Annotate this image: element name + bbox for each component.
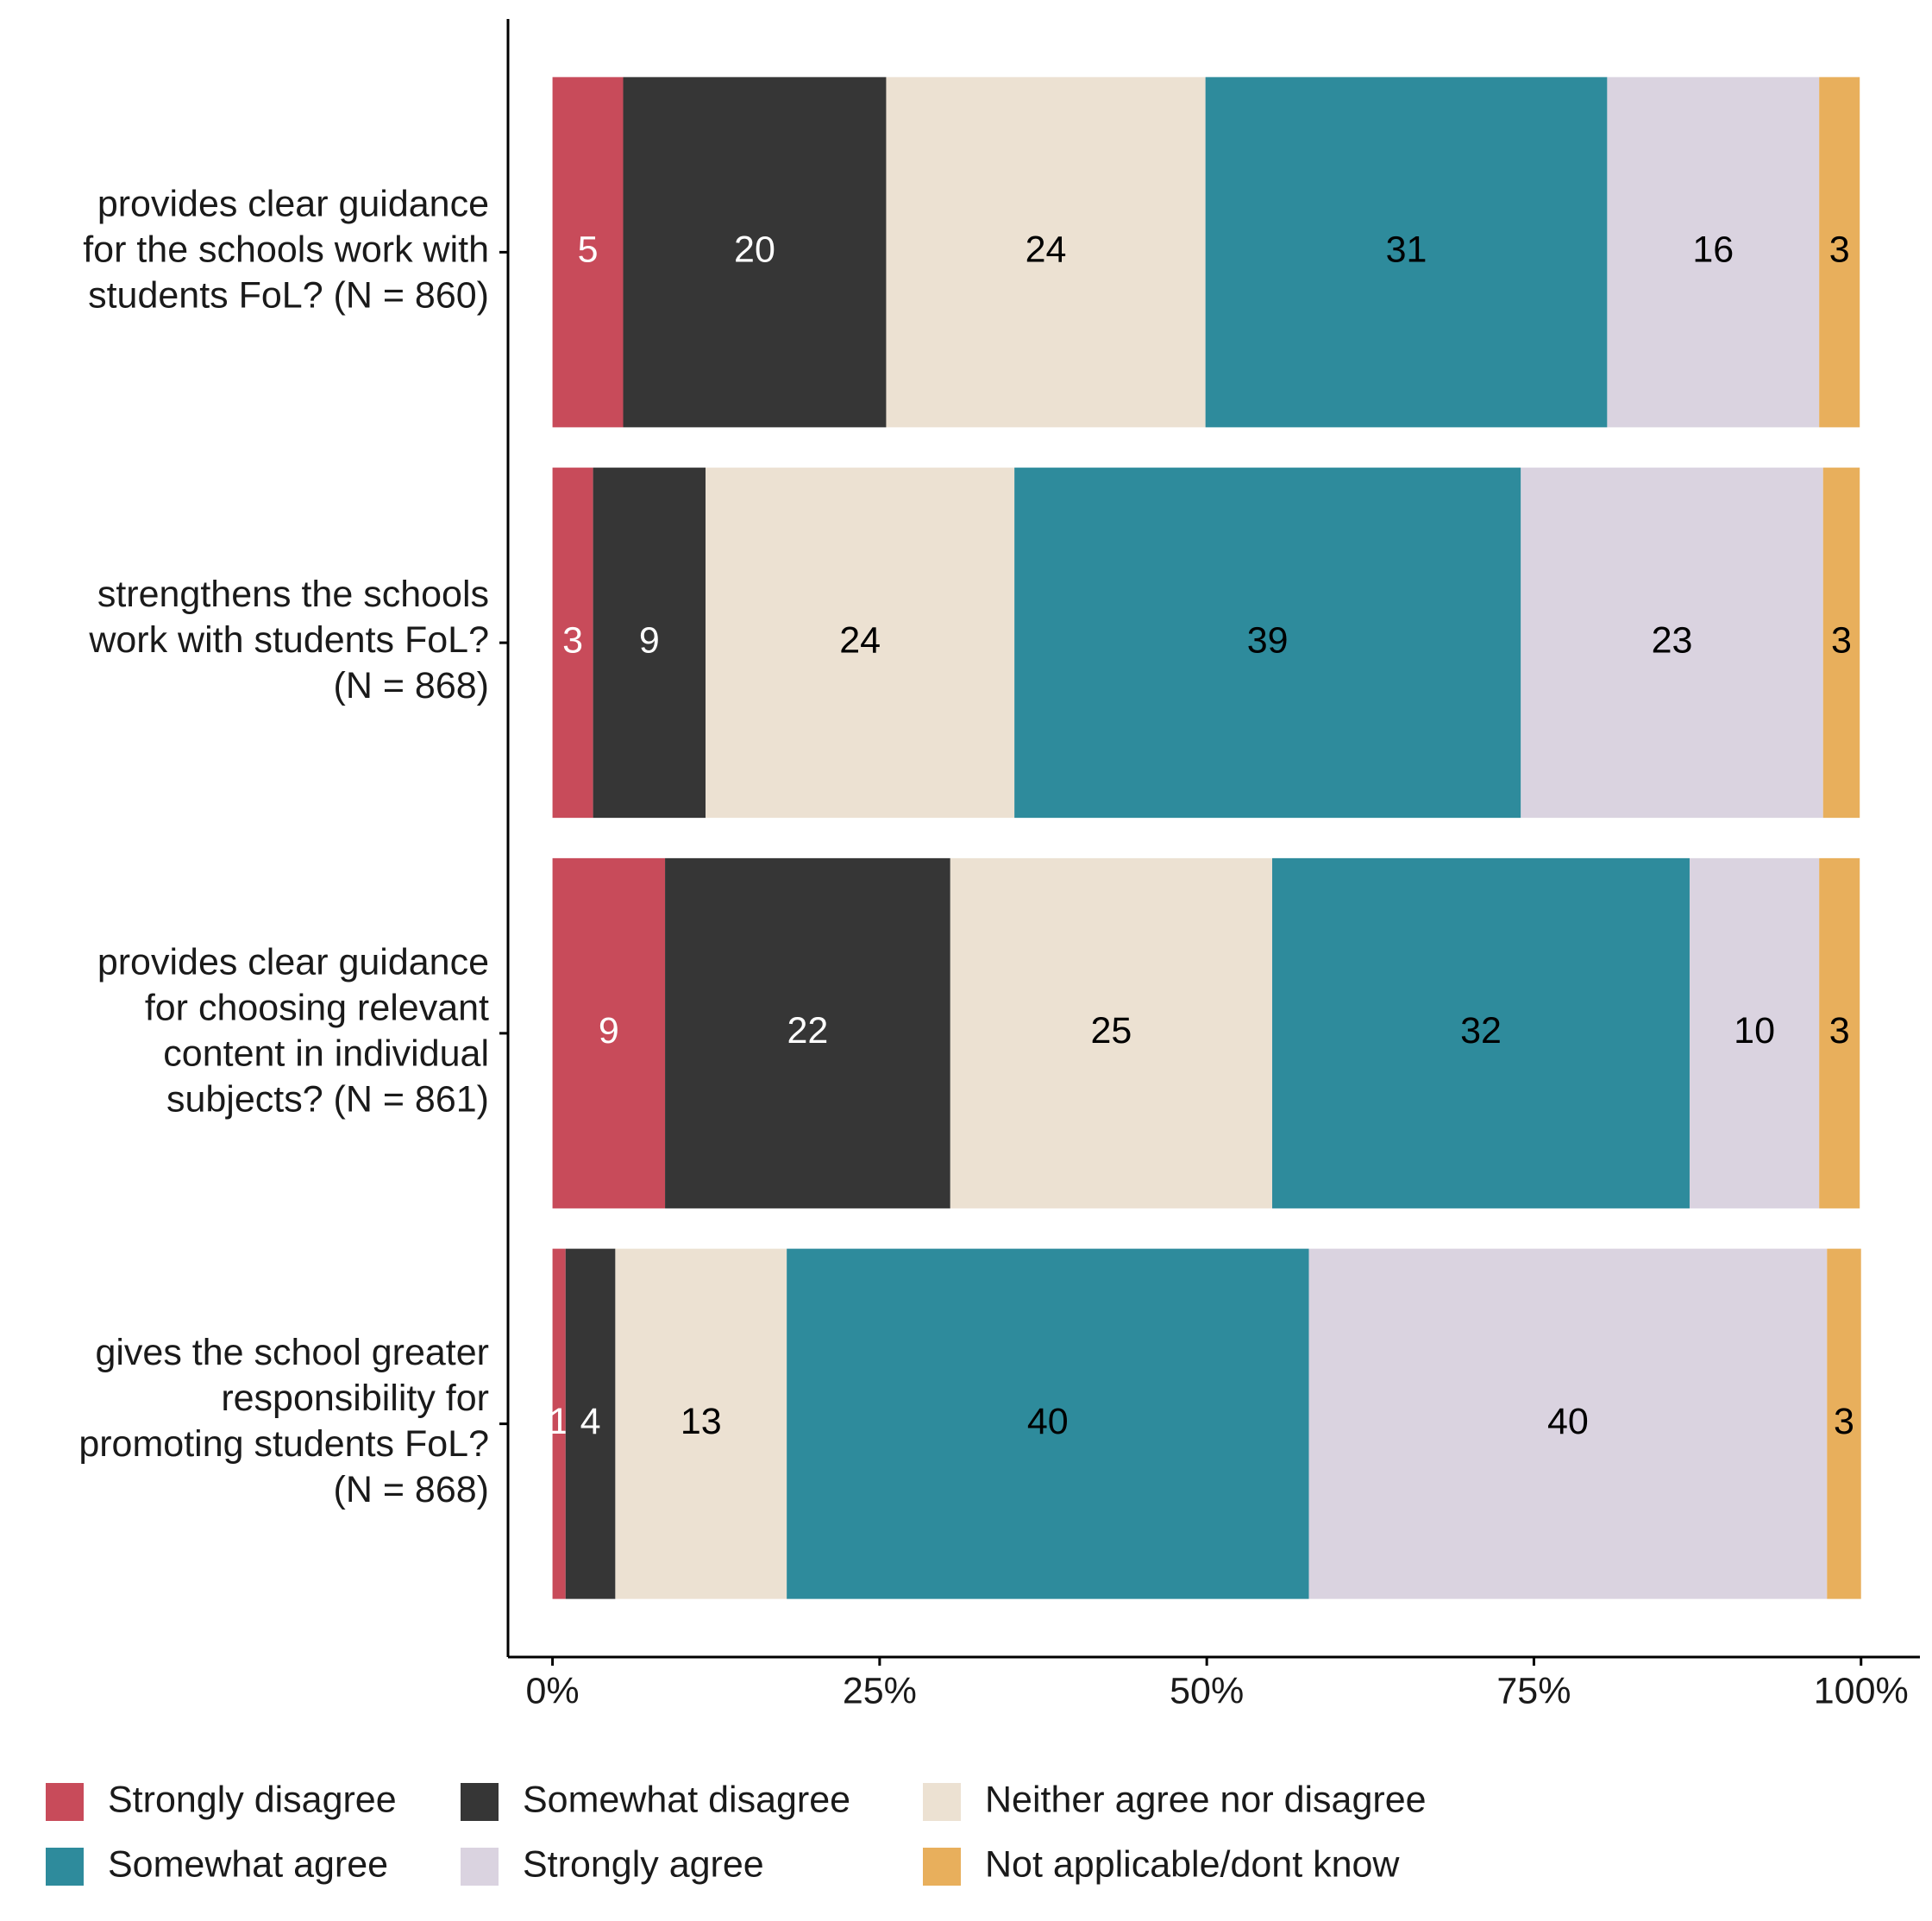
bar-segment bbox=[1827, 1248, 1861, 1599]
bar-segment bbox=[1822, 468, 1860, 819]
value-label: 16 bbox=[1692, 229, 1734, 271]
value-label: 10 bbox=[1734, 1010, 1775, 1052]
bar-segment bbox=[886, 77, 1206, 428]
bar-segment bbox=[787, 1248, 1309, 1599]
x-tick-label: 100% bbox=[1814, 1670, 1909, 1711]
value-label: 23 bbox=[1652, 619, 1693, 661]
bar-segment bbox=[950, 857, 1273, 1208]
legend-swatch bbox=[46, 1783, 84, 1821]
bar-segment bbox=[615, 1248, 787, 1599]
legend-label: Neither agree nor disagree bbox=[985, 1779, 1427, 1820]
value-label: 13 bbox=[681, 1401, 722, 1442]
bar-segment bbox=[552, 1248, 566, 1599]
y-tick-label: provides clear guidance for choosing rele… bbox=[97, 942, 489, 1121]
bar-segment bbox=[1308, 1248, 1828, 1599]
bar-segment bbox=[565, 1248, 616, 1599]
value-label: 4 bbox=[580, 1401, 601, 1442]
bar-segment bbox=[1819, 77, 1860, 428]
value-label: 25 bbox=[1090, 1010, 1132, 1052]
value-label: 3 bbox=[1829, 1010, 1850, 1052]
value-label: 24 bbox=[839, 619, 881, 661]
legend-swatch bbox=[461, 1783, 499, 1821]
value-label: 40 bbox=[1027, 1401, 1069, 1442]
x-tick-label: 25% bbox=[843, 1670, 917, 1711]
legend-swatch bbox=[461, 1848, 499, 1886]
value-label: 3 bbox=[562, 619, 583, 661]
bar-segment bbox=[623, 77, 887, 428]
bar-segment bbox=[1819, 857, 1860, 1208]
legend-label: Not applicable/dont know bbox=[985, 1843, 1400, 1885]
value-label: 32 bbox=[1460, 1010, 1502, 1052]
y-tick-label: strengthens the schools work with student… bbox=[88, 574, 489, 706]
legend-swatch bbox=[923, 1783, 961, 1821]
bar-segment bbox=[1521, 468, 1823, 819]
legend-swatch bbox=[46, 1848, 84, 1886]
x-tick-label: 0% bbox=[526, 1670, 580, 1711]
value-label: 3 bbox=[1834, 1401, 1854, 1442]
legend-label: Strongly disagree bbox=[108, 1779, 397, 1820]
bar-segment bbox=[1607, 77, 1820, 428]
value-label: 31 bbox=[1386, 229, 1427, 271]
bar-segment bbox=[552, 857, 666, 1208]
legend-label: Somewhat disagree bbox=[523, 1779, 850, 1820]
bar-segment bbox=[1689, 857, 1820, 1208]
value-label: 24 bbox=[1026, 229, 1067, 271]
value-label: 3 bbox=[1831, 619, 1852, 661]
value-label: 1 bbox=[549, 1401, 569, 1442]
value-label: 9 bbox=[639, 619, 660, 661]
legend-swatch bbox=[923, 1848, 961, 1886]
bar-segment bbox=[1272, 857, 1690, 1208]
legend-label: Strongly agree bbox=[523, 1843, 764, 1885]
bar-segment bbox=[552, 468, 593, 819]
y-tick-label: gives the school greater responsibility f… bbox=[78, 1332, 489, 1510]
bar-segment bbox=[552, 77, 624, 428]
value-label: 20 bbox=[734, 229, 775, 271]
value-label: 40 bbox=[1547, 1401, 1589, 1442]
x-tick-label: 75% bbox=[1496, 1670, 1571, 1711]
bar-segment bbox=[593, 468, 706, 819]
value-label: 22 bbox=[787, 1010, 829, 1052]
bar-segment bbox=[665, 857, 950, 1208]
y-tick-label: provides clear guidance for the schools w… bbox=[83, 184, 489, 317]
bar-segment bbox=[1205, 77, 1608, 428]
legend-label: Somewhat agree bbox=[108, 1843, 388, 1885]
value-label: 39 bbox=[1247, 619, 1289, 661]
value-label: 3 bbox=[1829, 229, 1850, 271]
bar-segment bbox=[1014, 468, 1521, 819]
bar-segment bbox=[706, 468, 1015, 819]
x-tick-label: 50% bbox=[1170, 1670, 1244, 1711]
value-label: 9 bbox=[599, 1010, 619, 1052]
value-label: 5 bbox=[578, 229, 599, 271]
